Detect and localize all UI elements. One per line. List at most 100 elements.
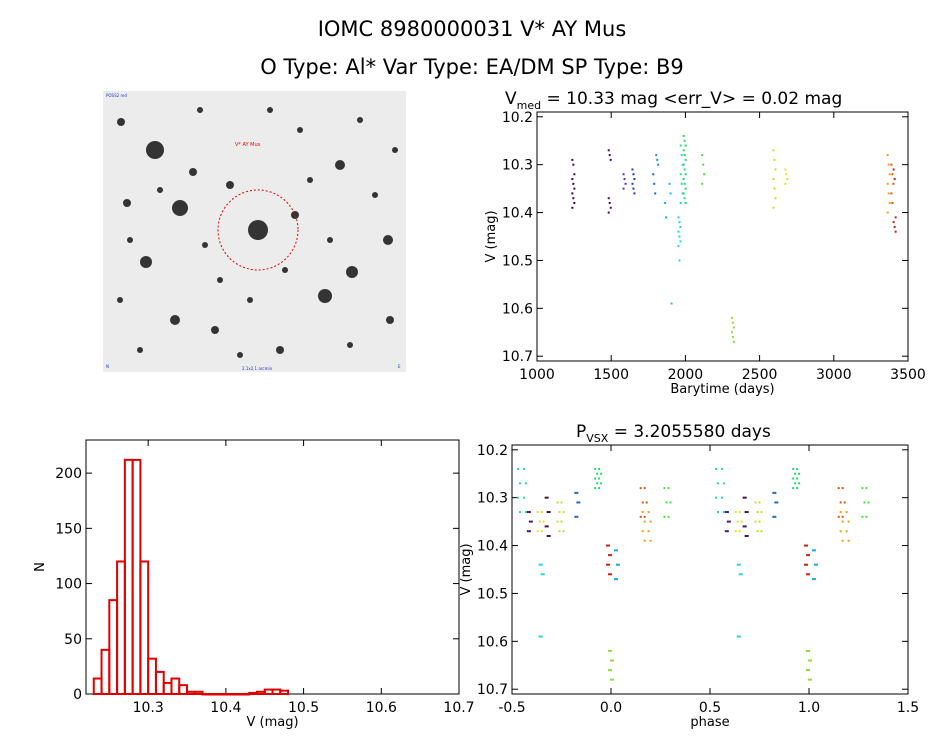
lightcurve-xtick-label: 3000 [816, 367, 852, 383]
phased-point [610, 573, 613, 576]
phased-point [608, 669, 611, 672]
finder-star [248, 220, 268, 240]
phased-point [608, 554, 611, 557]
title-line-2: O Type: Al* Var Type: EA/DM SP Type: B9 [260, 55, 684, 79]
lightcurve-point [669, 192, 672, 195]
lightcurve-point [573, 187, 576, 190]
lightcurve-point [774, 197, 777, 200]
histogram-bar [108, 599, 119, 695]
phased-point [594, 467, 597, 470]
phased-point [600, 472, 603, 475]
phased-point [610, 669, 612, 672]
phased-point [574, 515, 577, 518]
phased-point [714, 496, 717, 499]
phased-point [861, 487, 864, 490]
lightcurve-xtick-label: 2500 [742, 367, 778, 383]
phased-point [738, 530, 741, 533]
lightcurve-point [684, 187, 687, 190]
phased-point [546, 525, 549, 528]
phased-point [667, 487, 670, 490]
finder-star [226, 181, 234, 189]
lightcurve-point [772, 206, 775, 209]
histogram-ylabel: N [33, 562, 48, 572]
lightcurve-point [670, 302, 673, 305]
phased-point [806, 544, 809, 547]
histogram-bar [240, 693, 251, 696]
phased-point [669, 501, 672, 504]
lightcurve-point [664, 201, 667, 204]
phased-point [742, 525, 745, 528]
phased-point [528, 530, 531, 533]
lightcurve-point [572, 163, 575, 166]
lightcurve-point [632, 173, 635, 176]
phased-point [641, 511, 644, 514]
histogram-bar [193, 690, 204, 696]
phased-point [606, 563, 609, 566]
lightcurve-point [624, 182, 627, 185]
phased-point [518, 511, 521, 514]
finder-star [170, 315, 180, 325]
phased-point [810, 659, 812, 662]
lightcurve-xtick-label: 1500 [593, 367, 629, 383]
finder-star [157, 187, 163, 193]
lightcurve-point [683, 197, 686, 200]
phased-point [643, 539, 646, 542]
phased-point [548, 534, 551, 537]
lightcurve-point [730, 331, 733, 334]
phased-point [524, 511, 527, 514]
lightcurve-point [677, 245, 680, 248]
phased-point [544, 496, 547, 499]
phased-point [744, 525, 747, 528]
lightcurve-point [701, 154, 704, 157]
finder-star [386, 316, 394, 324]
phased-point [796, 467, 799, 470]
finder-bottom-left-label: N [106, 364, 109, 369]
lightcurve-point [677, 230, 680, 233]
finder-star [140, 256, 152, 268]
phased-point [600, 482, 603, 485]
phased-xtick-label: 0.0 [600, 700, 622, 716]
phased-point [598, 467, 601, 470]
finder-star [372, 192, 378, 198]
lightcurve-point [622, 173, 625, 176]
lightcurve-point [572, 197, 575, 200]
lightcurve-point [785, 173, 788, 176]
phased-point [540, 511, 543, 514]
phased-point [544, 525, 547, 528]
phased-point [641, 530, 644, 533]
phased-point [746, 511, 749, 514]
phased-point [754, 501, 757, 504]
histogram-panel: 10.3 10.4 10.5 10.6 10.7 0 50 100 150 200 V (mag) N [33, 439, 475, 730]
phased-point [594, 477, 597, 480]
lightcurve-point [622, 187, 625, 190]
finder-stars [117, 107, 398, 358]
lightcurve-point [683, 168, 686, 171]
lightcurve-point [890, 192, 893, 195]
phased-point [808, 554, 811, 557]
finder-star [202, 242, 208, 248]
lightcurve-point [679, 173, 682, 176]
phased-point [608, 649, 611, 652]
phased-point [528, 520, 531, 523]
phased-ytick-label: 10.7 [477, 682, 508, 698]
lightcurve-point [701, 182, 704, 185]
phased-point [612, 659, 614, 662]
lightcurve-point [571, 158, 574, 161]
histogram-bar [147, 657, 157, 696]
phased-point [522, 467, 525, 470]
lightcurve-point [652, 173, 655, 176]
lightcurve-point [784, 182, 787, 185]
phased-point [811, 578, 814, 581]
lightcurve-xlabel: Barytime (days) [670, 382, 774, 397]
phased-point [548, 511, 551, 514]
phased-point [556, 520, 559, 523]
phased-point [865, 515, 868, 518]
lightcurve-point [732, 340, 735, 343]
phased-point [774, 491, 777, 494]
finder-star [211, 326, 219, 334]
phased-title: PVSX = 3.2055580 days [576, 422, 771, 445]
phased-point [792, 467, 795, 470]
lightcurve-point [665, 216, 668, 219]
finder-star [117, 118, 125, 126]
phased-point [776, 501, 779, 504]
